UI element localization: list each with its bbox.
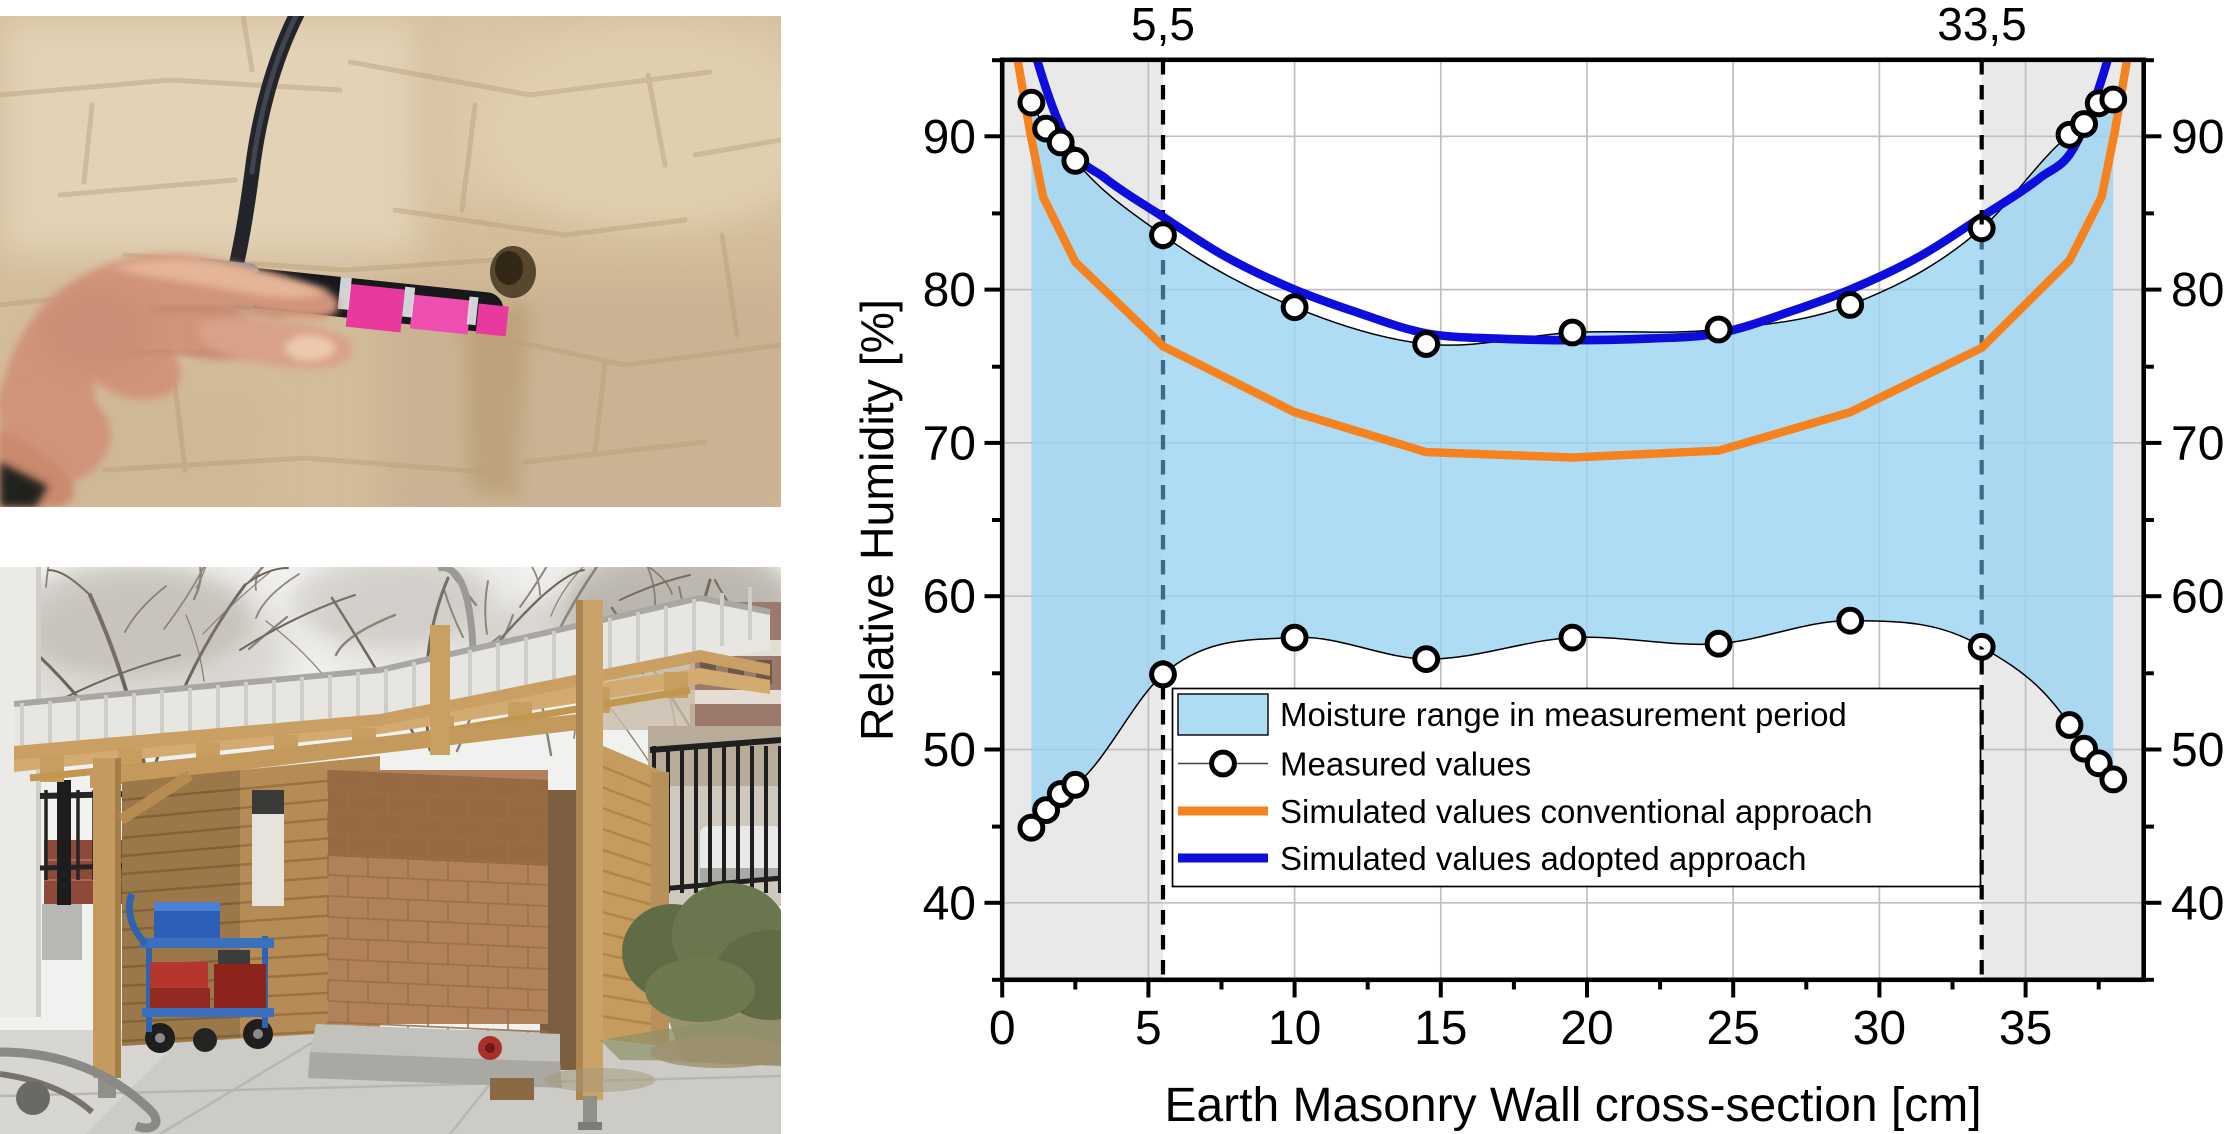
svg-text:5: 5	[1135, 1002, 1162, 1055]
svg-text:Simulated values adopted appro: Simulated values adopted approach	[1280, 840, 1807, 877]
svg-text:60: 60	[2171, 571, 2224, 624]
svg-text:35: 35	[1999, 1002, 2052, 1055]
svg-text:10: 10	[1268, 1002, 1321, 1055]
svg-text:70: 70	[923, 417, 976, 470]
svg-text:80: 80	[2171, 264, 2224, 317]
svg-text:70: 70	[2171, 417, 2224, 470]
svg-text:33,5: 33,5	[1937, 0, 2027, 50]
svg-text:60: 60	[923, 571, 976, 624]
svg-text:5,5: 5,5	[1131, 0, 1195, 50]
svg-text:Moisture range in measurement: Moisture range in measurement period	[1280, 696, 1847, 733]
svg-text:80: 80	[923, 264, 976, 317]
svg-text:50: 50	[923, 724, 976, 777]
svg-text:Relative Humidity [%]: Relative Humidity [%]	[851, 299, 903, 741]
svg-text:15: 15	[1414, 1002, 1467, 1055]
svg-text:20: 20	[1560, 1002, 1613, 1055]
svg-text:25: 25	[1707, 1002, 1760, 1055]
svg-text:Earth Masonry Wall cross-secti: Earth Masonry Wall cross-section [cm]	[1164, 1079, 1981, 1132]
svg-text:0: 0	[989, 1002, 1016, 1055]
svg-text:40: 40	[923, 877, 976, 930]
svg-text:50: 50	[2171, 724, 2224, 777]
svg-text:Measured values: Measured values	[1280, 746, 1531, 783]
svg-text:90: 90	[923, 111, 976, 164]
svg-text:90: 90	[2171, 111, 2224, 164]
svg-text:40: 40	[2171, 877, 2224, 930]
svg-text:30: 30	[1853, 1002, 1906, 1055]
svg-text:Simulated values conventional: Simulated values conventional approach	[1280, 793, 1873, 830]
